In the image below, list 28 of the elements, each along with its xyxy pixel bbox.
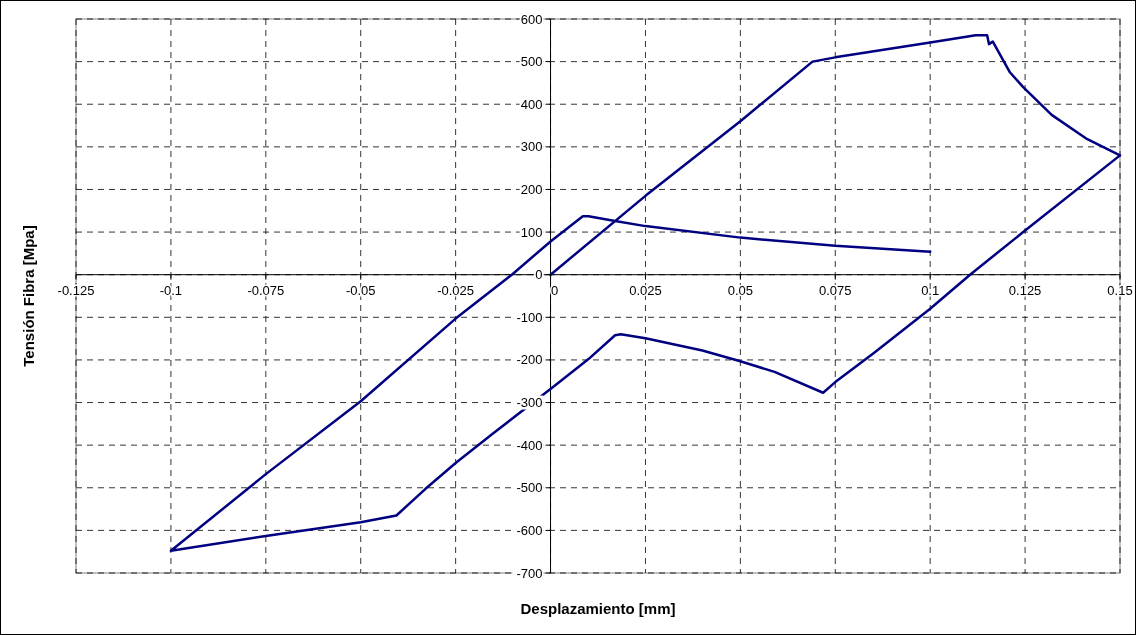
y-tick-label: 400 xyxy=(520,96,543,112)
y-axis-title: Tensión Fibra [Mpa] xyxy=(20,225,37,367)
y-tick-label: -700 xyxy=(516,565,543,581)
x-axis-title: Desplazamiento [mm] xyxy=(520,600,676,617)
x-tick-label: 0.025 xyxy=(629,282,662,298)
y-tick-label: -500 xyxy=(516,480,543,496)
y-tick-label: 600 xyxy=(520,11,543,27)
y-tick-label: -400 xyxy=(516,437,543,453)
x-tick-label: -0.05 xyxy=(345,282,376,298)
x-tick-label: -0.125 xyxy=(57,282,95,298)
y-tick-label: 300 xyxy=(520,139,543,155)
y-tick-label: 100 xyxy=(520,224,543,240)
y-tick-label: -200 xyxy=(516,352,543,368)
y-tick-label: -300 xyxy=(516,395,543,411)
y-tick-label: 500 xyxy=(520,54,543,70)
x-tick-label: 0.05 xyxy=(727,282,754,298)
x-tick-label: -0.025 xyxy=(437,282,475,298)
x-tick-label: 0.15 xyxy=(1107,282,1133,298)
y-tick-label: 200 xyxy=(520,181,543,197)
y-tick-label: 0 xyxy=(535,267,543,283)
x-tick-label: 0 xyxy=(550,282,559,298)
x-tick-label: 0.1 xyxy=(921,282,940,298)
x-tick-label: -0.075 xyxy=(247,282,285,298)
y-tick-label: -100 xyxy=(516,309,543,325)
x-tick-label: -0.1 xyxy=(159,282,183,298)
y-tick-label: -600 xyxy=(516,522,543,538)
x-tick-label: 0.075 xyxy=(819,282,852,298)
x-tick-label: 0.125 xyxy=(1008,282,1042,298)
